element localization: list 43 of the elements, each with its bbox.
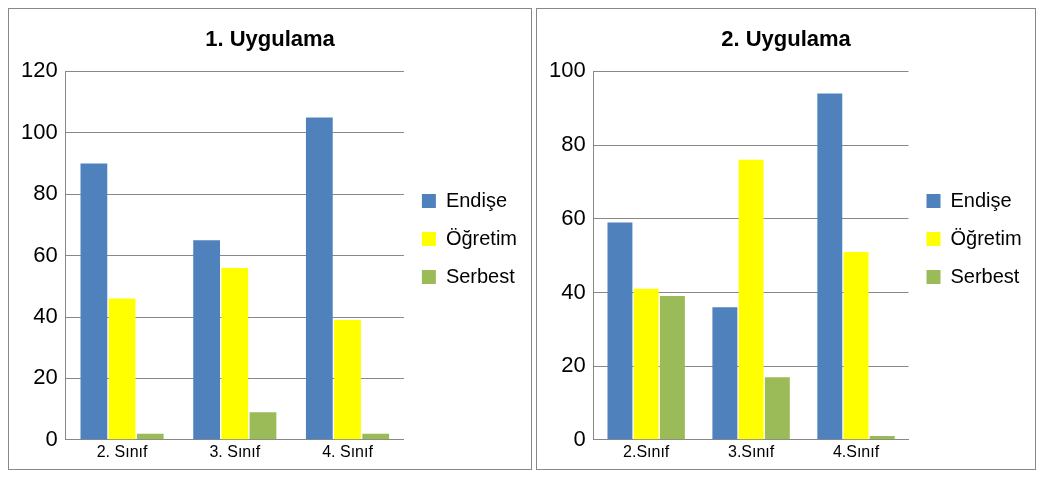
x-tick-label: 2. Sınıf xyxy=(96,442,148,460)
x-tick-label: 4.Sınıf xyxy=(832,442,880,460)
y-tick-label: 80 xyxy=(561,131,586,157)
y-tick-label: 0 xyxy=(573,425,586,451)
bar xyxy=(193,240,220,440)
x-tick-label: 3. Sınıf xyxy=(209,442,261,460)
x-tick-label: 3.Sınıf xyxy=(727,442,775,460)
bar xyxy=(712,307,738,440)
bar xyxy=(221,267,249,440)
bar xyxy=(80,163,108,440)
bar xyxy=(108,298,136,440)
legend-label: Endişe xyxy=(445,188,508,211)
y-tick-label: 20 xyxy=(33,364,58,390)
y-tick-label: 60 xyxy=(33,241,58,267)
y-tick-label: 100 xyxy=(548,57,586,83)
chart-title: 2. Uygulama xyxy=(721,26,852,52)
bar xyxy=(334,320,361,440)
legend-label: Öğretim xyxy=(445,226,517,249)
bar xyxy=(659,296,685,440)
bar xyxy=(843,251,869,440)
legend-label: Serbest xyxy=(950,264,1020,287)
bar xyxy=(607,222,633,440)
y-tick-label: 0 xyxy=(45,425,58,451)
y-tick-label: 120 xyxy=(20,57,58,83)
bar xyxy=(869,436,895,440)
bar xyxy=(817,93,843,440)
legend-label: Öğretim xyxy=(950,226,1022,249)
legend-label: Endişe xyxy=(950,188,1012,211)
y-tick-label: 20 xyxy=(561,352,586,378)
bar xyxy=(633,288,659,440)
bar xyxy=(249,412,277,440)
y-tick-label: 100 xyxy=(20,118,58,144)
x-tick-label: 2.Sınıf xyxy=(623,442,670,460)
bar xyxy=(764,377,790,440)
y-tick-label: 80 xyxy=(33,180,58,206)
chart-title: 1. Uygulama xyxy=(205,26,336,52)
bar xyxy=(738,159,764,440)
bar xyxy=(305,117,333,440)
y-tick-label: 40 xyxy=(33,303,58,329)
legend-label: Serbest xyxy=(445,264,516,287)
y-tick-label: 40 xyxy=(561,278,586,304)
x-tick-label: 4. Sınıf xyxy=(322,442,374,460)
y-tick-label: 60 xyxy=(561,204,586,230)
